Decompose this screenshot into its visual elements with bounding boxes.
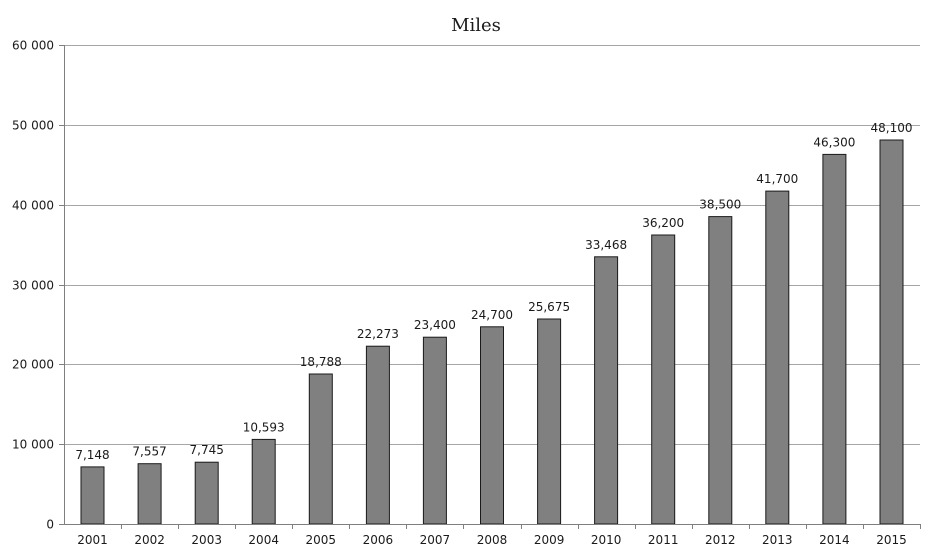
- bar: [480, 326, 504, 525]
- x-tick-label: 2005: [306, 533, 337, 547]
- data-label: 25,675: [528, 300, 570, 314]
- x-tick-label: 2006: [363, 533, 394, 547]
- bar: [365, 345, 390, 525]
- bar: [708, 216, 733, 525]
- data-label: 7,745: [190, 443, 224, 457]
- bar: [80, 466, 105, 525]
- y-tick-label: 40 000: [12, 199, 54, 213]
- bar: [765, 190, 790, 525]
- bar: [537, 318, 562, 525]
- x-tick-label: 2015: [876, 533, 907, 547]
- data-label: 23,400: [414, 318, 456, 332]
- x-tick-label: 2009: [534, 533, 565, 547]
- x-tick-label: 2013: [762, 533, 793, 547]
- data-label: 41,700: [756, 172, 798, 186]
- data-label: 46,300: [813, 135, 855, 149]
- data-label: 48,100: [871, 121, 913, 135]
- bar: [822, 153, 847, 525]
- data-label: 18,788: [300, 355, 342, 369]
- x-tick-label: 2007: [420, 533, 451, 547]
- y-tick-label: 0: [46, 518, 54, 532]
- data-labels: 7,148 7,557 7,745 10,593 18,788 22,273 23,400 2…: [75, 121, 912, 462]
- data-label: 22,273: [357, 327, 399, 341]
- y-tick-label: 60 000: [12, 39, 54, 53]
- data-label: 7,148: [75, 448, 109, 462]
- x-tick-label: 2002: [134, 533, 165, 547]
- data-label: 36,200: [642, 216, 684, 230]
- data-label: 10,593: [243, 420, 285, 434]
- bar: [879, 139, 904, 525]
- x-tick-label: 2008: [477, 533, 508, 547]
- y-tick-label: 10 000: [12, 438, 54, 452]
- data-label: 24,700: [471, 308, 513, 322]
- bar: [651, 234, 676, 525]
- x-tick-label: 2011: [648, 533, 679, 547]
- y-axis-tick-labels: 0 10 000 20 000 30 000 40 000 50 000 60 000: [12, 39, 54, 532]
- chart-title: Miles: [451, 15, 501, 36]
- x-tick-label: 2012: [705, 533, 736, 547]
- x-tick-label: 2004: [248, 533, 279, 547]
- bar: [137, 463, 162, 525]
- bar: [251, 438, 276, 525]
- x-tick-label: 2010: [591, 533, 622, 547]
- x-tick-label: 2014: [819, 533, 850, 547]
- data-label: 7,557: [132, 445, 166, 459]
- x-tick-label: 2003: [191, 533, 222, 547]
- x-tick-label: 2001: [77, 533, 108, 547]
- bar: [422, 336, 447, 525]
- data-label: 38,500: [699, 198, 741, 212]
- y-tick-label: 50 000: [12, 119, 54, 133]
- x-axis-tick-labels: 2001 2002 2003 2004 2005 2006 2007 2008 2009 2010…: [77, 533, 907, 547]
- bar: [594, 256, 619, 525]
- bar: [194, 461, 219, 525]
- bars: [80, 139, 904, 525]
- y-tick-label: 30 000: [12, 279, 54, 293]
- axes: [59, 45, 921, 529]
- data-label: 33,468: [585, 238, 627, 252]
- y-tick-label: 20 000: [12, 358, 54, 372]
- bar: [308, 373, 333, 525]
